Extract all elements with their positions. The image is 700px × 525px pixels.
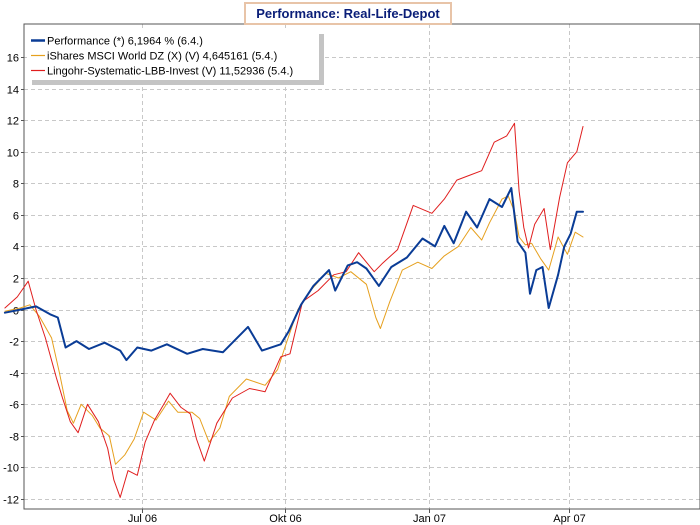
y-tick-label: 2	[13, 274, 19, 286]
chart-title: Performance: Real-Life-Depot	[256, 6, 440, 21]
y-tick-label: 12	[7, 116, 19, 128]
y-tick-label: -8	[9, 432, 19, 444]
y-tick-label: -12	[3, 495, 19, 507]
x-tick-label: Jan 07	[413, 513, 446, 525]
y-tick-label: 10	[7, 148, 19, 160]
title-frame	[244, 2, 452, 25]
legend: Performance (*) 6,1964 % (6.4.) iShares M…	[27, 29, 324, 85]
y-tick-label: 4	[13, 242, 19, 254]
y-tick-label: -2	[9, 337, 19, 349]
x-tick-label: Apr 07	[553, 513, 585, 525]
y-tick-label: -4	[9, 369, 19, 381]
legend-items: Performance (*) 6,1964 % (6.4.) iShares M…	[31, 36, 293, 78]
legend-label-0: Performance (*) 6,1964 % (6.4.)	[47, 36, 203, 48]
y-tick-label: -10	[3, 463, 19, 475]
series-layer	[3, 122, 584, 498]
legend-box	[27, 29, 319, 80]
y-tick-label: 16	[7, 53, 19, 65]
x-tick-label: Okt 06	[269, 513, 301, 525]
legend-label-2: Lingohr-Systematic-LBB-Invest (V) 11,529…	[47, 66, 293, 78]
series-line-0	[3, 187, 584, 362]
legend-label-1: iShares MSCI World DZ (X) (V) 4,645161 (…	[47, 51, 277, 63]
y-tick-label: 8	[13, 179, 19, 191]
title-box: Performance: Real-Life-Depot	[244, 2, 452, 25]
x-tick-label: Jul 06	[128, 513, 157, 525]
y-tick-label: 6	[13, 211, 19, 223]
grid-layer	[24, 24, 700, 509]
series-line-2	[4, 122, 584, 498]
y-tick-label: -6	[9, 400, 19, 412]
y-tick-label: 14	[7, 85, 19, 97]
